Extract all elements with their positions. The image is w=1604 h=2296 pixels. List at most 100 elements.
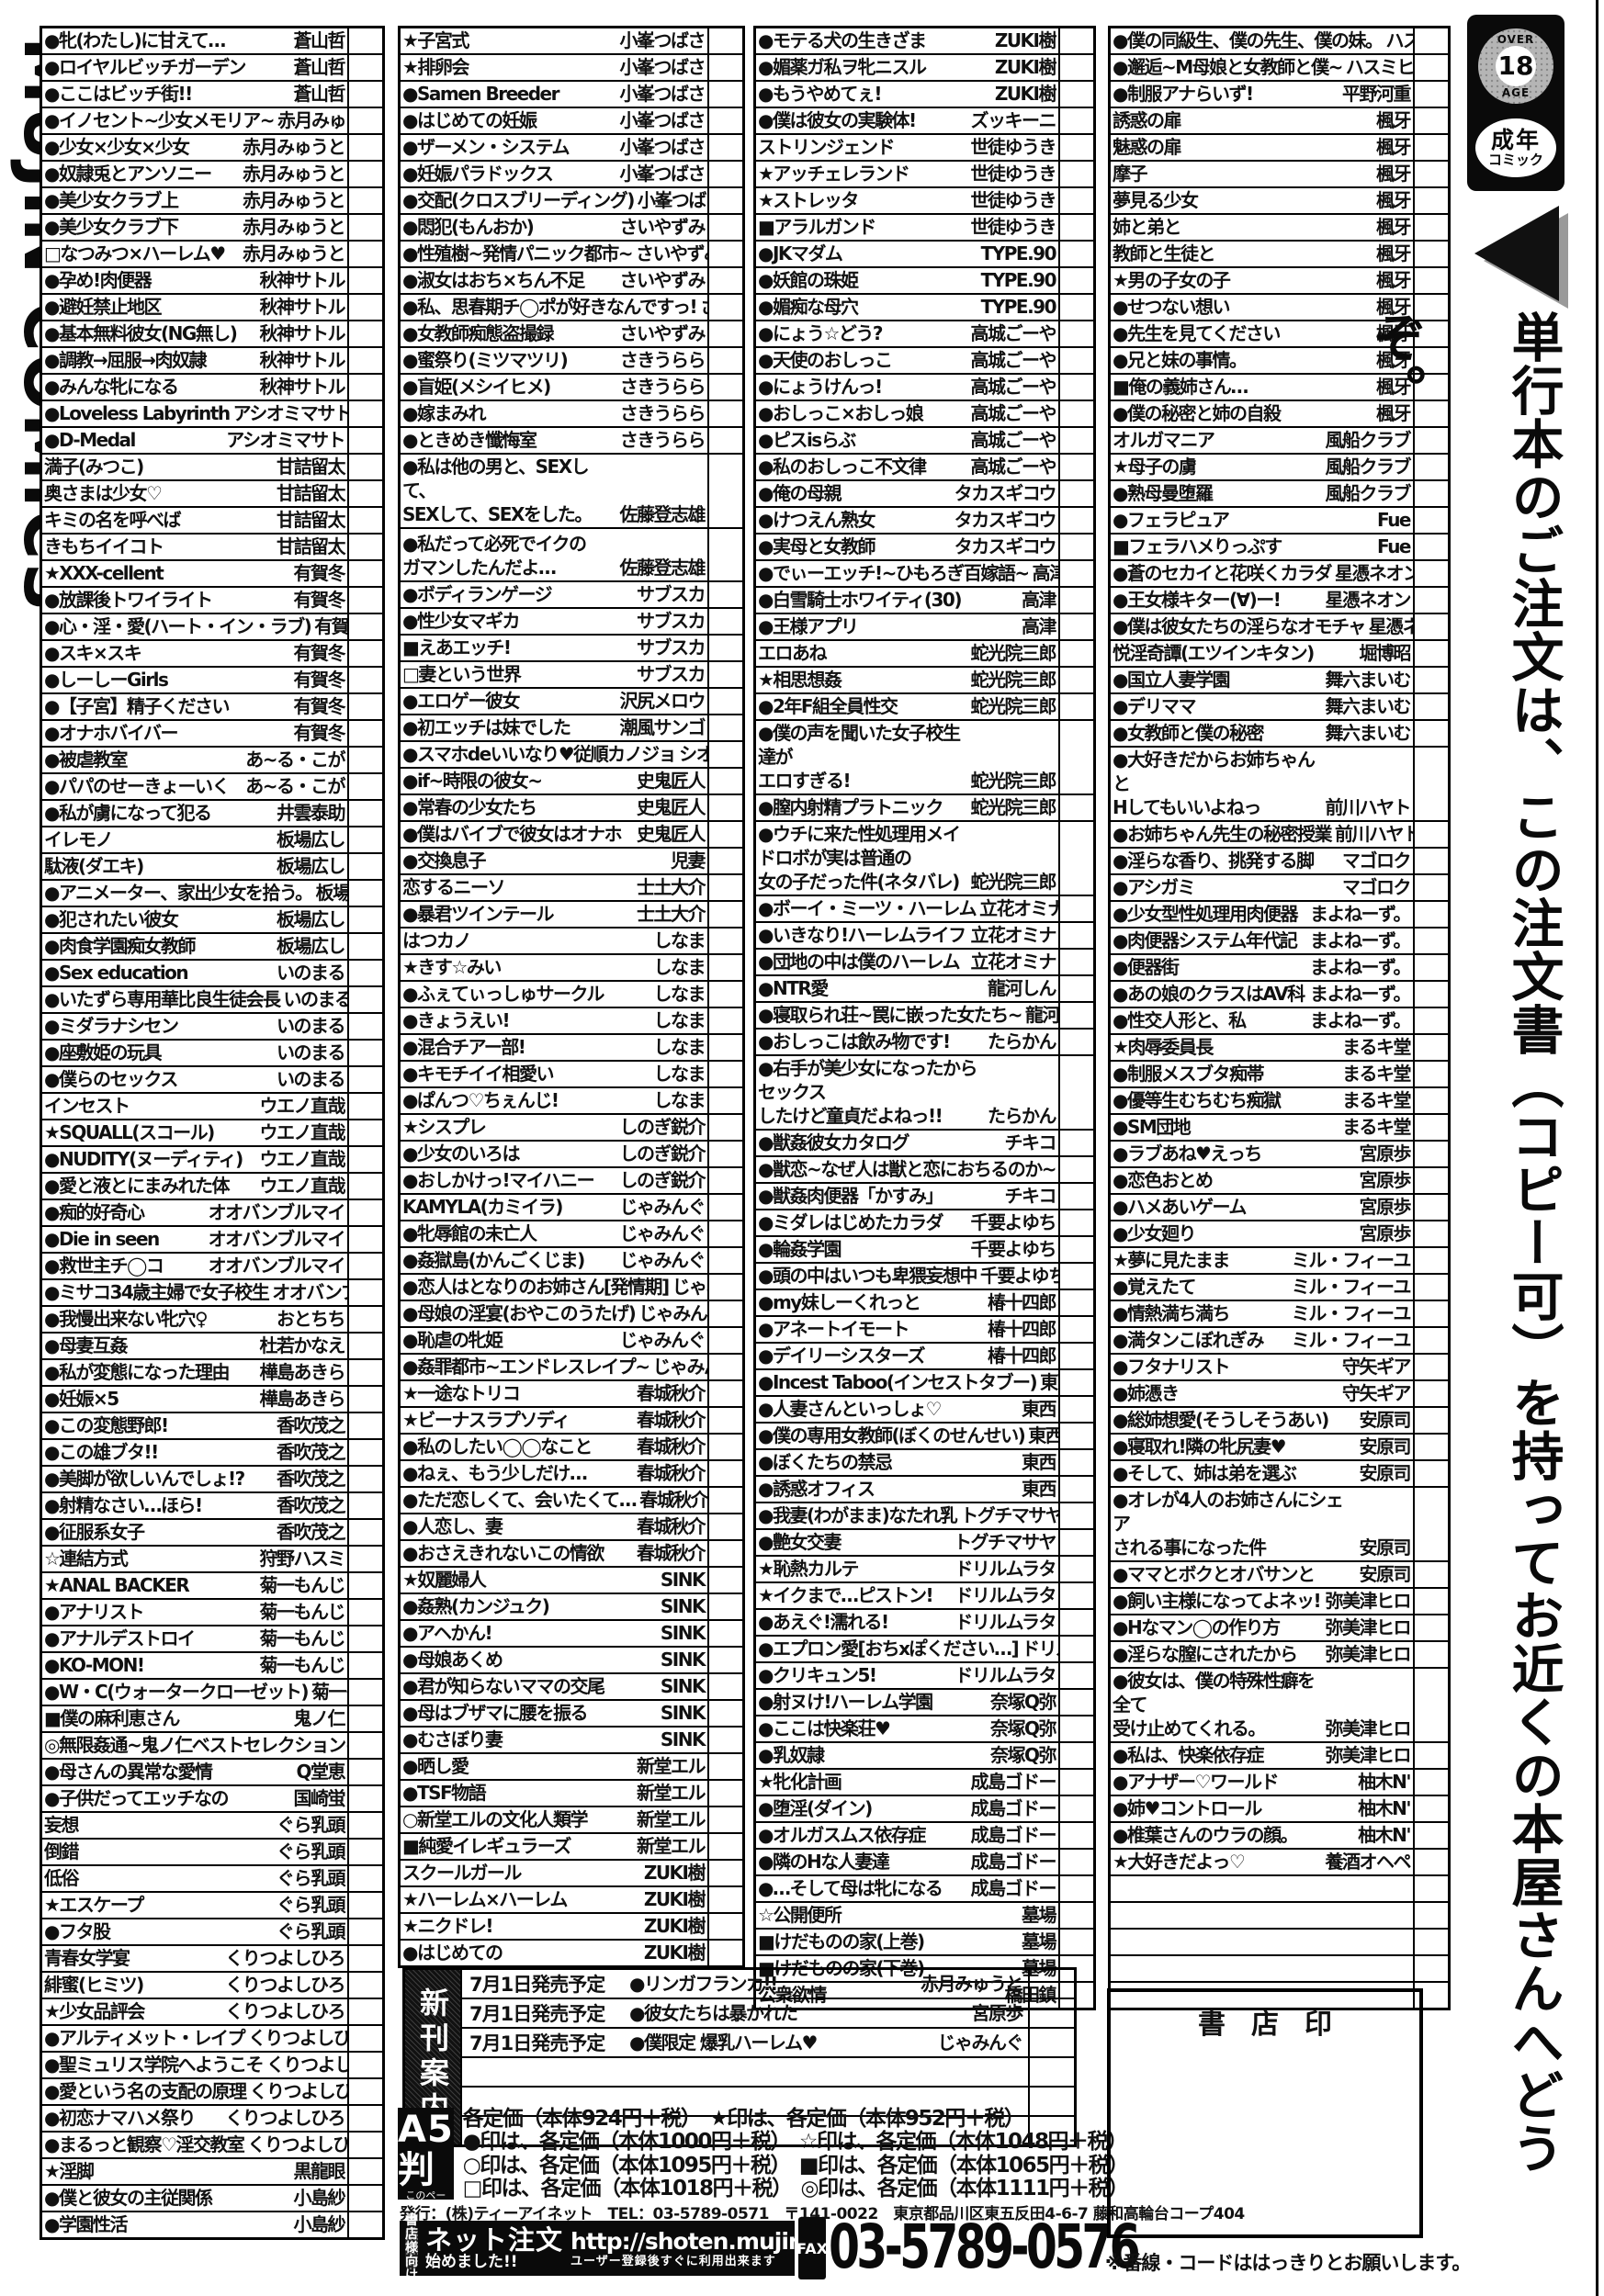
quantity-cell[interactable] [347, 907, 382, 932]
quantity-cell[interactable] [1413, 1850, 1448, 1874]
quantity-cell[interactable] [347, 1840, 382, 1864]
quantity-cell[interactable] [347, 1573, 382, 1598]
quantity-cell[interactable] [1028, 1970, 1074, 1998]
quantity-cell[interactable] [347, 1893, 382, 1918]
quantity-cell[interactable] [347, 1014, 382, 1039]
quantity-cell[interactable] [1413, 1930, 1448, 1954]
quantity-cell[interactable] [1058, 375, 1093, 400]
quantity-cell[interactable] [1413, 1743, 1448, 1768]
quantity-cell[interactable] [1413, 1589, 1448, 1614]
quantity-cell[interactable] [347, 588, 382, 613]
quantity-cell[interactable] [1413, 1195, 1448, 1220]
quantity-cell[interactable] [347, 1973, 382, 1998]
quantity-cell[interactable] [707, 1568, 742, 1593]
quantity-cell[interactable] [1058, 950, 1093, 974]
quantity-cell[interactable] [1413, 535, 1448, 559]
quantity-cell[interactable] [1028, 2088, 1074, 2115]
quantity-cell[interactable] [1058, 1290, 1093, 1315]
quantity-cell[interactable] [347, 1200, 382, 1225]
quantity-cell[interactable] [707, 1062, 742, 1086]
quantity-cell[interactable] [1413, 55, 1448, 80]
quantity-cell[interactable] [1413, 1088, 1448, 1113]
quantity-cell[interactable] [1058, 1344, 1093, 1368]
quantity-cell[interactable] [347, 1041, 382, 1065]
quantity-cell[interactable] [1058, 822, 1093, 895]
quantity-cell[interactable] [707, 1195, 742, 1220]
quantity-cell[interactable] [347, 854, 382, 879]
quantity-cell[interactable] [1413, 428, 1448, 453]
quantity-cell[interactable] [1413, 1142, 1448, 1166]
quantity-cell[interactable] [1058, 1317, 1093, 1342]
quantity-cell[interactable] [347, 1254, 382, 1278]
quantity-cell[interactable] [707, 715, 742, 740]
quantity-cell[interactable] [1413, 1642, 1448, 1667]
quantity-cell[interactable] [707, 1488, 742, 1513]
quantity-cell[interactable] [1413, 295, 1448, 320]
quantity-cell[interactable] [707, 1914, 742, 1939]
quantity-cell[interactable] [347, 1280, 382, 1305]
quantity-cell[interactable] [1413, 875, 1448, 900]
quantity-cell[interactable] [1413, 668, 1448, 692]
quantity-cell[interactable] [1058, 401, 1093, 426]
quantity-cell[interactable] [707, 982, 742, 1007]
quantity-cell[interactable] [347, 1067, 382, 1092]
quantity-cell[interactable] [347, 321, 382, 346]
quantity-cell[interactable] [1058, 321, 1093, 346]
quantity-cell[interactable] [707, 268, 742, 293]
quantity-cell[interactable] [347, 1493, 382, 1518]
quantity-cell[interactable] [1058, 1131, 1093, 1155]
quantity-cell[interactable] [347, 268, 382, 293]
quantity-cell[interactable] [1058, 1796, 1093, 1821]
quantity-cell[interactable] [707, 1035, 742, 1060]
quantity-cell[interactable] [1058, 1876, 1093, 1901]
quantity-cell[interactable] [1058, 1690, 1093, 1715]
quantity-cell[interactable] [1413, 1435, 1448, 1459]
quantity-cell[interactable] [1058, 1770, 1093, 1795]
quantity-cell[interactable] [1413, 481, 1448, 506]
quantity-cell[interactable] [347, 2079, 382, 2104]
quantity-cell[interactable] [707, 1887, 742, 1912]
quantity-cell[interactable] [347, 1733, 382, 1758]
order-site-url[interactable]: http://shoten.mujin-ti.net/ [570, 2227, 886, 2255]
quantity-cell[interactable] [1058, 1450, 1093, 1475]
quantity-cell[interactable] [1058, 1003, 1093, 1028]
quantity-cell[interactable] [1058, 1823, 1093, 1848]
quantity-cell[interactable] [1058, 976, 1093, 1001]
quantity-cell[interactable] [707, 582, 742, 607]
quantity-cell[interactable] [707, 55, 742, 80]
quantity-cell[interactable] [1058, 1237, 1093, 1262]
quantity-cell[interactable] [1058, 923, 1093, 948]
quantity-cell[interactable] [1058, 1530, 1093, 1555]
quantity-cell[interactable] [1413, 588, 1448, 613]
quantity-cell[interactable] [1413, 242, 1448, 266]
quantity-cell[interactable] [347, 1334, 382, 1358]
quantity-cell[interactable] [1413, 188, 1448, 213]
quantity-cell[interactable] [347, 1866, 382, 1891]
quantity-cell[interactable] [1058, 1850, 1093, 1874]
quantity-cell[interactable] [1413, 955, 1448, 980]
quantity-cell[interactable] [1413, 1062, 1448, 1086]
quantity-cell[interactable] [1058, 1557, 1093, 1581]
quantity-cell[interactable] [707, 1754, 742, 1779]
quantity-cell[interactable] [1058, 535, 1093, 559]
quantity-cell[interactable] [1413, 1615, 1448, 1640]
quantity-cell[interactable] [1058, 1030, 1093, 1054]
quantity-cell[interactable] [347, 508, 382, 533]
quantity-cell[interactable] [1058, 1930, 1093, 1954]
quantity-cell[interactable] [1058, 481, 1093, 506]
quantity-cell[interactable] [347, 2106, 382, 2131]
quantity-cell[interactable] [347, 215, 382, 240]
quantity-cell[interactable] [1413, 1408, 1448, 1433]
quantity-cell[interactable] [707, 689, 742, 714]
quantity-cell[interactable] [1413, 561, 1448, 586]
quantity-cell[interactable] [347, 934, 382, 959]
quantity-cell[interactable] [347, 55, 382, 80]
quantity-cell[interactable] [1413, 1328, 1448, 1353]
quantity-cell[interactable] [707, 822, 742, 847]
quantity-cell[interactable] [1413, 348, 1448, 373]
quantity-cell[interactable] [347, 721, 382, 746]
quantity-cell[interactable] [1028, 1999, 1074, 2027]
quantity-cell[interactable] [1413, 721, 1448, 746]
quantity-cell[interactable] [1058, 795, 1093, 820]
quantity-cell[interactable] [347, 1094, 382, 1119]
